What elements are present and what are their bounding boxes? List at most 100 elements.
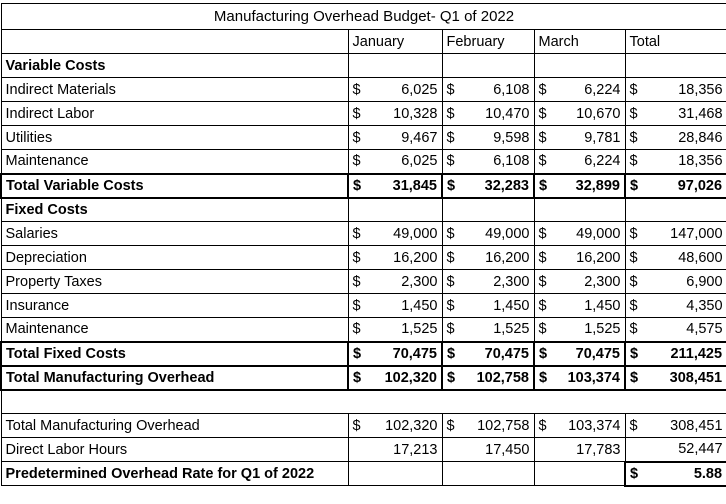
row-label-direct-labor-hours[interactable]: Direct Labor Hours [0, 437, 349, 462]
value-cell[interactable]: $48,600 [624, 245, 726, 270]
empty-cell[interactable] [624, 53, 726, 78]
value-cell[interactable]: $4,575 [624, 317, 726, 342]
value-cell[interactable]: $5.88 [623, 460, 726, 487]
value-cell[interactable]: $1,450 [441, 293, 535, 318]
value-cell[interactable]: $308,451 [624, 413, 726, 438]
row-label-property-taxes[interactable]: Property Taxes [0, 269, 349, 294]
empty-cell[interactable] [533, 53, 626, 78]
empty-cell[interactable] [347, 197, 443, 222]
value-cell[interactable]: $16,200 [441, 245, 535, 270]
value-cell[interactable]: $32,899 [533, 172, 626, 199]
value-cell[interactable]: $147,000 [624, 221, 726, 246]
currency-symbol: $ [352, 153, 361, 170]
value-cell[interactable]: $18,356 [624, 149, 726, 174]
row-label-fixed-costs[interactable]: Fixed Costs [0, 197, 349, 222]
value-cell[interactable]: $10,328 [347, 101, 443, 126]
value-cell[interactable]: $6,025 [347, 77, 443, 102]
column-header-total[interactable]: Total [624, 29, 726, 54]
row-label-total-variable-costs[interactable]: Total Variable Costs [0, 172, 349, 199]
value-cell[interactable]: $102,758 [441, 364, 535, 391]
row-label-total-fixed-costs[interactable]: Total Fixed Costs [0, 340, 349, 367]
value-cell[interactable]: $18,356 [624, 77, 726, 102]
value-cell[interactable]: $6,108 [441, 149, 535, 174]
value-cell[interactable]: $6,900 [624, 269, 726, 294]
column-header-march[interactable]: March [533, 29, 626, 54]
row-label-utilities[interactable]: Utilities [0, 125, 349, 150]
row-label-indirect-materials[interactable]: Indirect Materials [0, 77, 349, 102]
value-cell[interactable]: 17,783 [533, 437, 626, 462]
corner-cell[interactable] [0, 29, 349, 54]
empty-cell[interactable] [533, 461, 626, 486]
currency-symbol: $ [538, 153, 547, 170]
value-cell[interactable]: $102,320 [347, 364, 443, 391]
empty-cell[interactable] [533, 197, 626, 222]
row-label-variable-costs[interactable]: Variable Costs [0, 53, 349, 78]
value-cell[interactable]: $1,525 [347, 317, 443, 342]
empty-cell[interactable] [441, 461, 535, 486]
row-label-maintenance[interactable]: Maintenance [0, 149, 349, 174]
value-cell[interactable]: $9,598 [441, 125, 535, 150]
value-cell[interactable]: $9,781 [533, 125, 626, 150]
column-header-january[interactable]: January [347, 29, 443, 54]
value-cell[interactable]: $10,670 [533, 101, 626, 126]
value-cell[interactable]: $31,845 [347, 172, 443, 199]
value-cell[interactable]: 17,450 [441, 437, 535, 462]
column-header-february[interactable]: February [441, 29, 535, 54]
value-cell[interactable]: 17,213 [347, 437, 443, 462]
value-cell[interactable]: 52,447 [624, 437, 726, 462]
value-cell[interactable]: $103,374 [533, 413, 626, 438]
value-cell[interactable]: $49,000 [347, 221, 443, 246]
value-cell[interactable]: $6,025 [347, 149, 443, 174]
currency-symbol: $ [446, 249, 455, 266]
value-cell[interactable]: $1,525 [441, 317, 535, 342]
value-cell[interactable]: $70,475 [347, 340, 443, 367]
empty-cell[interactable] [624, 197, 726, 222]
value-cell[interactable]: $102,758 [441, 413, 535, 438]
empty-cell[interactable] [441, 197, 535, 222]
row-label-maintenance[interactable]: Maintenance [0, 317, 349, 342]
row-label-total-manufacturing-overhead[interactable]: Total Manufacturing Overhead [0, 364, 349, 391]
value-cell[interactable]: $1,525 [533, 317, 626, 342]
value-cell[interactable]: $308,451 [623, 364, 726, 391]
value-cell[interactable]: $32,283 [441, 172, 535, 199]
value-cell[interactable]: $6,108 [441, 77, 535, 102]
value-cell[interactable]: $31,468 [624, 101, 726, 126]
row-label-salaries[interactable]: Salaries [0, 221, 349, 246]
row-label-indirect-labor[interactable]: Indirect Labor [0, 101, 349, 126]
currency-symbol: $ [447, 177, 456, 194]
value-cell[interactable]: $211,425 [623, 340, 726, 367]
value-cell[interactable]: $70,475 [533, 340, 626, 367]
value-cell[interactable]: $2,300 [441, 269, 535, 294]
value-cell[interactable]: $10,470 [441, 101, 535, 126]
currency-symbol: $ [538, 129, 547, 146]
empty-cell[interactable] [347, 53, 443, 78]
row-label-depreciation[interactable]: Depreciation [0, 245, 349, 270]
value-cell[interactable]: $4,350 [624, 293, 726, 318]
cell-amount: 70,475 [392, 345, 437, 362]
empty-cell[interactable] [441, 53, 535, 78]
value-cell[interactable]: $6,224 [533, 77, 626, 102]
value-cell[interactable]: $49,000 [441, 221, 535, 246]
value-cell[interactable]: $102,320 [347, 413, 443, 438]
row-label-total-manufacturing-overhead[interactable]: Total Manufacturing Overhead [0, 413, 349, 438]
value-cell[interactable]: $1,450 [533, 293, 626, 318]
row-label-predetermined-overhead-rate-for-q1-of-2022[interactable]: Predetermined Overhead Rate for Q1 of 20… [0, 461, 349, 486]
value-cell[interactable]: $16,200 [533, 245, 626, 270]
value-cell[interactable]: $70,475 [441, 340, 535, 367]
table-title[interactable]: Manufacturing Overhead Budget- Q1 of 202… [0, 3, 726, 30]
value-cell[interactable]: $9,467 [347, 125, 443, 150]
currency-symbol: $ [352, 297, 361, 314]
value-cell[interactable]: $2,300 [533, 269, 626, 294]
empty-cell[interactable] [347, 461, 443, 486]
value-cell[interactable]: $103,374 [533, 364, 626, 391]
currency-symbol: $ [446, 321, 455, 338]
value-cell[interactable]: $2,300 [347, 269, 443, 294]
cell-amount: 1,450 [401, 297, 438, 314]
value-cell[interactable]: $49,000 [533, 221, 626, 246]
row-label-insurance[interactable]: Insurance [0, 293, 349, 318]
value-cell[interactable]: $16,200 [347, 245, 443, 270]
value-cell[interactable]: $1,450 [347, 293, 443, 318]
value-cell[interactable]: $6,224 [533, 149, 626, 174]
value-cell[interactable]: $28,846 [624, 125, 726, 150]
value-cell[interactable]: $97,026 [623, 172, 726, 199]
